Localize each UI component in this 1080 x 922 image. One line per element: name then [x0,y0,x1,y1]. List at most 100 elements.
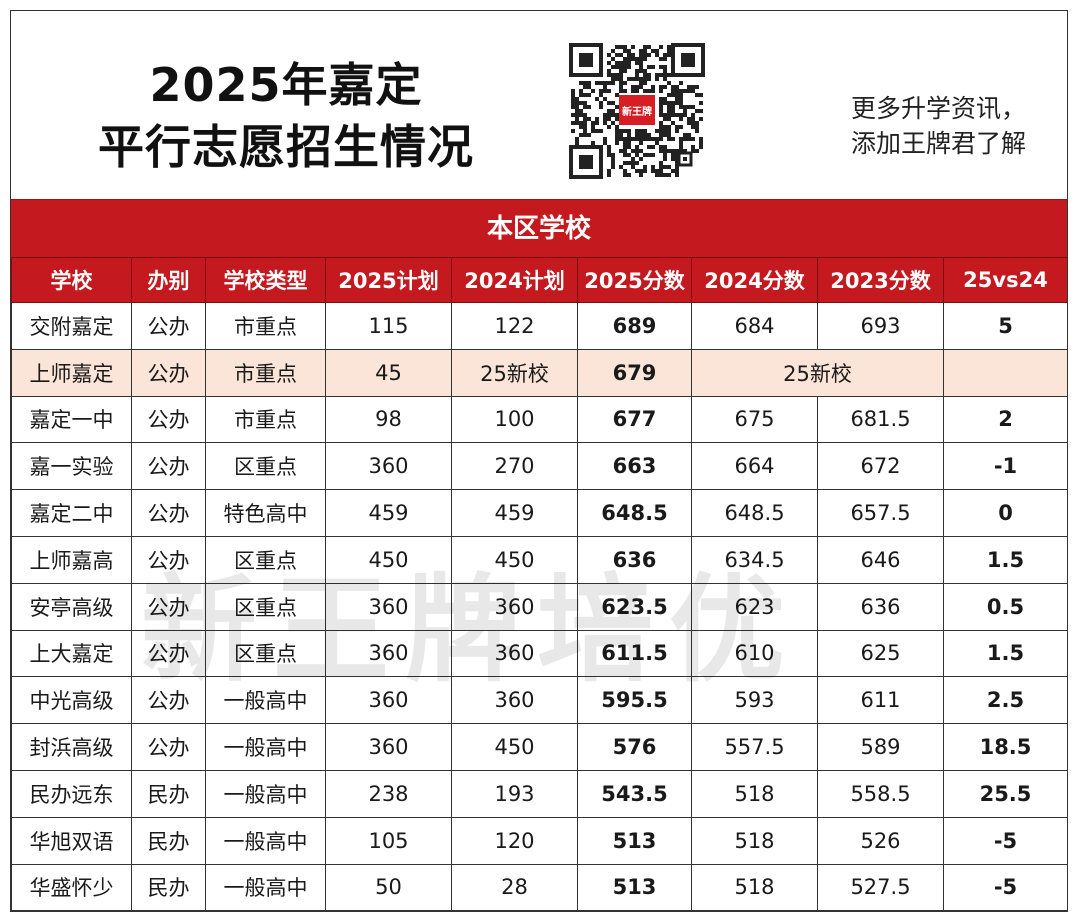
cell-school: 华盛怀少 [11,863,132,911]
cell-plan-2024: 450 [451,723,578,771]
cell-ownership: 公办 [131,582,206,631]
cell-ownership: 公办 [131,442,206,491]
cell-diff [943,348,1067,397]
table-row: 安亭高级 公办 区重点 360 360 623.5 623 636 0.5 [11,582,1067,631]
cell-school: 民办远东 [11,769,132,818]
admission-table: 学校 办别 学校类型 2025计划 2024计划 2025分数 2024分数 2… [11,257,1067,911]
cell-score-2023: 693 [817,302,944,350]
cell-score-2025: 513 [577,863,692,911]
qr-code[interactable]: 新王牌 [567,41,707,181]
table-row: 华盛怀少 民办 一般高中 50 28 513 518 527.5 -5 [11,863,1067,911]
cell-ownership: 公办 [131,395,206,444]
cell-score-2025: 543.5 [577,769,692,818]
poster-header: 2025年嘉定 平行志愿招生情况 新王牌 更多升学资讯， 添加王牌君了解 [11,11,1067,199]
cell-plan-2025: 98 [325,395,452,444]
cell-plan-2025: 115 [325,302,452,350]
header-plan-2024: 2024计划 [451,257,578,303]
poster-frame: 2025年嘉定 平行志愿招生情况 新王牌 更多升学资讯， 添加王牌君了解 [10,10,1068,912]
cell-school: 安亭高级 [11,582,132,631]
cell-school: 封浜高级 [11,723,132,771]
cell-diff: 18.5 [943,723,1067,771]
cell-diff: 2.5 [943,676,1067,725]
cell-school: 嘉一实验 [11,442,132,491]
cell-diff: -5 [943,816,1067,865]
cell-ownership: 公办 [131,489,206,537]
cell-school: 上师嘉高 [11,535,132,584]
table-row: 封浜高级 公办 一般高中 360 450 576 557.5 589 18.5 [11,723,1067,771]
cell-diff: 5 [943,302,1067,350]
section-banner: 本区学校 [11,199,1067,258]
cell-score-2024: 518 [691,816,818,865]
table-row-highlight: 上师嘉定 公办 市重点 45 25新校 679 25新校 [11,348,1067,397]
table-row: 上大嘉定 公办 区重点 360 360 611.5 610 625 1.5 [11,629,1067,678]
promo-line-1: 更多升学资讯， [851,94,1027,123]
cell-score-2025: 576 [577,723,692,771]
cell-plan-2024: 28 [451,863,578,911]
cell-diff: 1.5 [943,629,1067,678]
cell-type: 一般高中 [205,863,326,911]
header-plan-2025: 2025计划 [325,257,452,303]
cell-diff: -5 [943,863,1067,911]
cell-score-2025: 611.5 [577,629,692,678]
table-row: 中光高级 公办 一般高中 360 360 595.5 593 611 2.5 [11,676,1067,725]
cell-score-2023: 589 [817,723,944,771]
cell-ownership: 民办 [131,769,206,818]
cell-score-2025: 648.5 [577,489,692,537]
cell-diff: 0 [943,489,1067,537]
cell-type: 一般高中 [205,769,326,818]
cell-plan-2024: 360 [451,629,578,678]
cell-ownership: 民办 [131,863,206,911]
cell-type: 一般高中 [205,676,326,725]
cell-score-2024: 557.5 [691,723,818,771]
cell-score-2023: 526 [817,816,944,865]
cell-new-school-note: 25新校 [691,348,944,397]
table-row: 华旭双语 民办 一般高中 105 120 513 518 526 -5 [11,816,1067,865]
cell-ownership: 公办 [131,723,206,771]
cell-plan-2024: 450 [451,535,578,584]
cell-score-2025: 595.5 [577,676,692,725]
header-score-2023: 2023分数 [817,257,944,303]
cell-score-2023: 625 [817,629,944,678]
cell-score-2024: 593 [691,676,818,725]
cell-plan-2025: 50 [325,863,452,911]
cell-ownership: 公办 [131,348,206,397]
cell-score-2024: 648.5 [691,489,818,537]
cell-school: 中光高级 [11,676,132,725]
table-row: 嘉定二中 公办 特色高中 459 459 648.5 648.5 657.5 0 [11,489,1067,537]
cell-school: 上师嘉定 [11,348,132,397]
cell-plan-2025: 238 [325,769,452,818]
cell-type: 区重点 [205,629,326,678]
table-row: 嘉一实验 公办 区重点 360 270 663 664 672 -1 [11,442,1067,491]
header-score-2025: 2025分数 [577,257,692,303]
cell-school: 华旭双语 [11,816,132,865]
cell-ownership: 公办 [131,302,206,350]
page-title: 2025年嘉定 [149,58,423,112]
cell-plan-2024: 360 [451,582,578,631]
header-score-2024: 2024分数 [691,257,818,303]
cell-plan-2025: 45 [325,348,452,397]
cell-plan-2025: 459 [325,489,452,537]
cell-plan-2025: 360 [325,582,452,631]
cell-plan-2024: 459 [451,489,578,537]
cell-school: 上大嘉定 [11,629,132,678]
cell-score-2023: 558.5 [817,769,944,818]
cell-school: 嘉定二中 [11,489,132,537]
cell-plan-2025: 360 [325,723,452,771]
cell-score-2025: 663 [577,442,692,491]
cell-school: 嘉定一中 [11,395,132,444]
cell-diff: -1 [943,442,1067,491]
cell-plan-2024: 25新校 [451,348,578,397]
cell-score-2023: 611 [817,676,944,725]
cell-score-2025: 623.5 [577,582,692,631]
cell-score-2023: 527.5 [817,863,944,911]
cell-plan-2025: 105 [325,816,452,865]
cell-score-2025: 679 [577,348,692,397]
cell-score-2024: 684 [691,302,818,350]
header-ownership: 办别 [131,257,206,303]
page-subtitle: 平行志愿招生情况 [98,120,474,174]
qr-logo-text: 新王牌 [622,105,652,118]
cell-type: 市重点 [205,302,326,350]
table-row: 上师嘉高 公办 区重点 450 450 636 634.5 646 1.5 [11,535,1067,584]
promo-line-2: 添加王牌君了解 [851,129,1027,158]
cell-plan-2024: 120 [451,816,578,865]
